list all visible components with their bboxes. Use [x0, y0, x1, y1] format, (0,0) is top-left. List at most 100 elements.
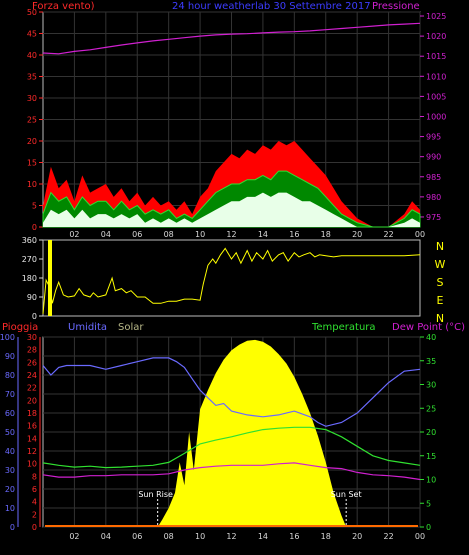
wind-series — [42, 22, 421, 228]
rain-tick-label: 16 — [27, 422, 37, 431]
compass-label: W — [435, 258, 446, 271]
min-area — [43, 192, 420, 227]
time-tick-label: 10 — [195, 230, 205, 239]
time-tick-label: 16 — [289, 532, 299, 541]
pressure-tick-label: 990 — [426, 153, 441, 162]
humidity-tick-label: 0 — [10, 523, 15, 532]
rain-tick-label: 6 — [32, 485, 37, 494]
time-tick-label: 22 — [383, 532, 393, 541]
pressure-line — [42, 22, 421, 55]
wind-tick-label: 35 — [27, 73, 37, 82]
compass-label: N — [436, 240, 444, 253]
solar-area — [157, 339, 347, 527]
pressure-tick-label: 1025 — [426, 12, 446, 21]
direction-tick-label: 0 — [32, 312, 37, 321]
rain-tick-label: 8 — [32, 472, 37, 481]
humidity-line — [42, 357, 421, 427]
direction-tick-label: 360 — [22, 236, 37, 245]
wind-tick-label: 5 — [32, 202, 37, 211]
humidity-tick-label: 50 — [5, 428, 15, 437]
humidity-tick-label: 70 — [5, 390, 15, 399]
pressure-tick-label: 975 — [426, 213, 441, 222]
rain-tick-label: 30 — [27, 333, 37, 342]
rain-tick-label: 28 — [27, 346, 37, 355]
temp-tick-label: 35 — [426, 357, 436, 366]
time-tick-label: 04 — [101, 532, 111, 541]
time-tick-label: 04 — [101, 230, 111, 239]
time-tick-label: 12 — [226, 230, 236, 239]
dewpoint-line — [42, 462, 421, 481]
humidity-tick-label: 30 — [5, 466, 15, 475]
time-tick-label: 12 — [226, 532, 236, 541]
pressure-tick-label: 1010 — [426, 72, 446, 81]
legend-umidita: Umidita — [68, 322, 107, 333]
pressure-tick-label: 995 — [426, 133, 441, 142]
temp-tick-label: 40 — [426, 333, 436, 342]
direction-spike — [48, 240, 52, 316]
time-tick-label: 18 — [321, 230, 331, 239]
time-tick-label: 06 — [132, 230, 142, 239]
compass-label: N — [436, 312, 444, 325]
temperature-axis: 0 5 10 15 20 25 30 35 40 — [420, 333, 436, 532]
rain-tick-label: 26 — [27, 358, 37, 367]
rain-tick-label: 14 — [27, 434, 37, 443]
rain-tick-label: 18 — [27, 409, 37, 418]
wind-tick-label: 15 — [27, 159, 37, 168]
legend-solar: Solar — [118, 322, 144, 333]
compass-label: S — [437, 276, 444, 289]
pressure-tick-label: 1005 — [426, 92, 446, 101]
rain-tick-label: 4 — [32, 498, 37, 507]
time-tick-label: 02 — [69, 532, 79, 541]
pressure-chart-title: Pressione — [372, 1, 420, 12]
sunset-label: Sun Set — [331, 490, 362, 499]
weather-time-axis: 02 04 06 08 10 12 14 16 18 20 22 00 — [69, 532, 425, 541]
temperature-line — [42, 426, 421, 469]
humidity-tick-label: 80 — [5, 371, 15, 380]
time-tick-label: 00 — [415, 230, 425, 239]
temp-tick-label: 10 — [426, 476, 436, 485]
time-tick-label: 20 — [352, 532, 362, 541]
wind-tick-label: 0 — [32, 223, 37, 232]
sun-markers: Sun Rise Sun Set — [138, 490, 362, 525]
wind-time-axis: 02 04 06 08 10 12 14 16 18 20 22 00 — [69, 230, 425, 239]
wind-chart-title: Forza vento) — [32, 1, 95, 12]
weather-series — [42, 339, 421, 527]
humidity-tick-label: 90 — [5, 352, 15, 361]
humidity-tick-label: 10 — [5, 504, 15, 513]
legend-pioggia: Pioggia — [2, 322, 38, 333]
time-tick-label: 22 — [383, 230, 393, 239]
wind-tick-label: 50 — [27, 8, 37, 17]
wind-tick-label: 40 — [27, 51, 37, 60]
rain-tick-label: 0 — [32, 523, 37, 532]
humidity-tick-label: 40 — [5, 447, 15, 456]
wind-tick-label: 45 — [27, 30, 37, 39]
rain-tick-label: 22 — [27, 384, 37, 393]
wind-tick-label: 30 — [27, 94, 37, 103]
humidity-tick-label: 60 — [5, 409, 15, 418]
temp-tick-label: 15 — [426, 452, 436, 461]
time-tick-label: 14 — [258, 532, 268, 541]
pressure-tick-label: 1000 — [426, 112, 446, 121]
rain-tick-label: 10 — [27, 460, 37, 469]
legend-temperatura: Temperatura — [311, 322, 376, 333]
sunrise-label: Sun Rise — [138, 490, 173, 499]
time-tick-label: 00 — [415, 532, 425, 541]
pressure-tick-label: 985 — [426, 173, 441, 182]
rain-tick-label: 12 — [27, 447, 37, 456]
temp-tick-label: 25 — [426, 404, 436, 413]
time-tick-label: 20 — [352, 230, 362, 239]
humidity-axis: 0 10 20 30 40 50 60 70 80 90 100 — [0, 333, 19, 532]
pressure-axis: 975 980 985 990 995 1000 1005 1010 1015 1020 1025 — [420, 12, 446, 222]
compass-label: E — [437, 294, 444, 307]
direction-tick-label: 180 — [22, 274, 37, 283]
direction-tick-label: 90 — [27, 293, 37, 302]
humidity-tick-label: 20 — [5, 485, 15, 494]
legend-dewpoint: Dew Point (°C) — [392, 322, 465, 333]
direction-line — [42, 247, 421, 314]
wind-tick-label: 10 — [27, 180, 37, 189]
pressure-tick-label: 1015 — [426, 52, 446, 61]
temp-tick-label: 0 — [426, 523, 431, 532]
